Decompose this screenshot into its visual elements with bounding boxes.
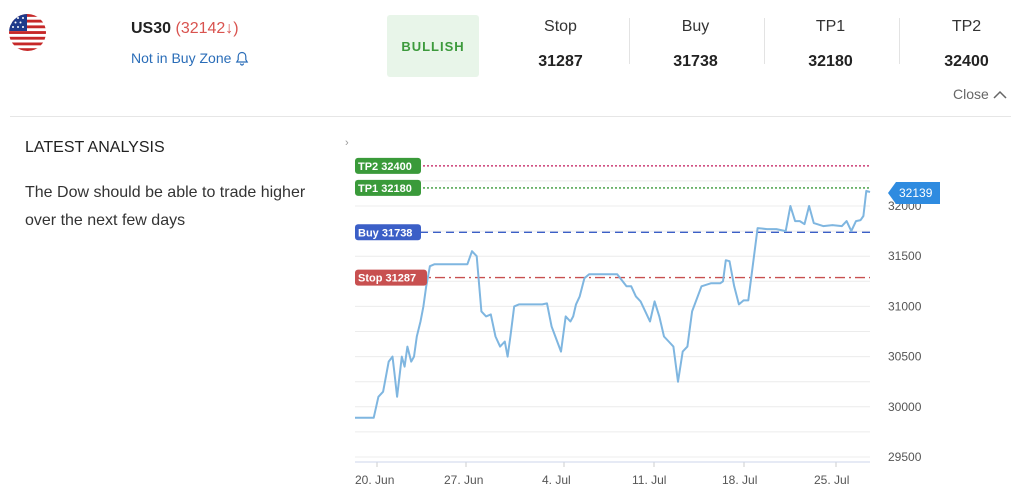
x-tick-label: 11. Jul: [632, 473, 666, 487]
analysis-title: LATEST ANALYSIS: [25, 139, 165, 156]
x-tick-label: 20. Jun: [355, 473, 394, 487]
level-tag-label-tp2: TP2 32400: [358, 161, 412, 173]
bell-icon[interactable]: [235, 51, 249, 66]
current-price-tag: [888, 182, 940, 205]
buy-zone-status-label: Not in Buy Zone: [131, 50, 232, 66]
level-tp1-value: 32180: [808, 53, 853, 70]
y-tick-label: 30500: [888, 350, 922, 364]
level-tag-tp2: [355, 157, 421, 174]
x-tick-label: 18. Jul: [722, 473, 757, 487]
symbol-heading: US30 (32142↓): [131, 20, 239, 38]
chevron-up-icon: [993, 90, 1007, 99]
level-stop-value: 31287: [538, 53, 583, 70]
level-buy-label: Buy: [681, 18, 710, 35]
x-tick-label: 25. Jul: [814, 473, 849, 487]
level-tag-buy: [355, 224, 421, 241]
x-tick-label: 4. Jul: [542, 473, 571, 487]
level-tp1-label: TP1: [815, 18, 846, 35]
y-tick-label: 31500: [888, 249, 922, 263]
price-line: [355, 189, 871, 419]
current-price-label: 32139: [899, 186, 933, 200]
y-tick-label: 29500: [888, 450, 922, 464]
header-divider: [10, 116, 1011, 117]
y-tick-label: 30000: [888, 400, 922, 414]
level-tag-label-tp1: TP1 32180: [358, 183, 412, 195]
level-tp2-label: TP2: [951, 18, 982, 35]
chevron-right-icon[interactable]: ›: [345, 137, 349, 149]
x-tick-label: 27. Jun: [444, 473, 483, 487]
level-stop-label: Stop: [544, 18, 577, 35]
divider: [629, 18, 630, 64]
close-button-label: Close: [953, 86, 989, 102]
level-tp1: TP1 32180: [763, 18, 898, 71]
level-tag-label-stop: Stop 31287: [358, 273, 416, 285]
us-flag-icon: [9, 14, 46, 51]
buy-zone-status[interactable]: Not in Buy Zone: [131, 50, 249, 66]
level-tag-tp1: [355, 179, 421, 196]
y-tick-label: 31000: [888, 299, 922, 313]
level-tp2: TP2 32400: [899, 18, 1024, 71]
level-buy: Buy 31738: [628, 18, 763, 71]
analysis-text: The Dow should be able to trade higher o…: [25, 184, 306, 229]
level-buy-value: 31738: [673, 53, 718, 70]
symbol-name: US30: [131, 20, 172, 37]
symbol-price: (32142↓): [175, 20, 239, 37]
level-stop: Stop 31287: [493, 18, 628, 71]
close-button[interactable]: Close: [953, 86, 1007, 102]
level-tag-stop: [355, 269, 427, 286]
sentiment-badge: BULLISH: [387, 15, 479, 77]
divider: [764, 18, 765, 64]
level-tag-label-buy: Buy 31738: [358, 227, 412, 239]
divider: [899, 18, 900, 64]
level-tp2-value: 32400: [944, 53, 989, 70]
